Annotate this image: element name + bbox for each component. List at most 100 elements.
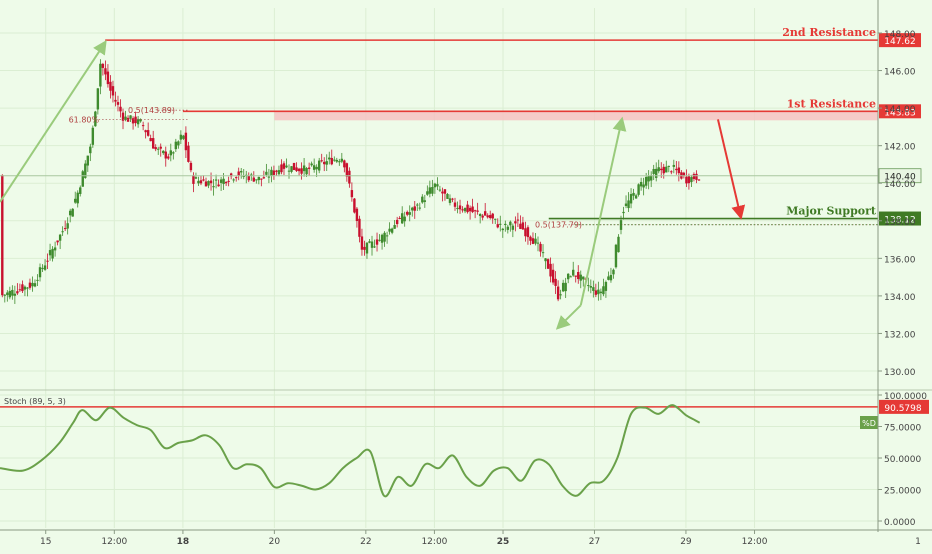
- candle-body-256: [644, 176, 648, 186]
- candle-body-49: [124, 116, 127, 120]
- candle-body-7: [18, 289, 22, 291]
- candle-body-19: [48, 250, 52, 256]
- candle-body-187: [471, 206, 474, 213]
- candle-body-162: [408, 212, 411, 215]
- candle-body-251: [632, 192, 635, 196]
- level-name-0: 2nd Resistance: [782, 26, 876, 39]
- candle-body-245: [617, 236, 620, 253]
- stoch-y-tick-label-3: 25.0000: [884, 487, 921, 497]
- candle-body-218: [549, 263, 552, 277]
- x-tick-label-0: 15: [40, 537, 51, 547]
- candle-body-18: [46, 260, 49, 262]
- candle-body-142: [358, 218, 361, 237]
- candle-body-265: [667, 165, 670, 167]
- x-tick-label-5: 12:00: [421, 537, 447, 547]
- candle-body-92: [232, 179, 235, 181]
- candle-body-263: [662, 166, 665, 174]
- candle-body-175: [441, 191, 444, 194]
- candle-body-14: [36, 279, 39, 281]
- candle-body-106: [267, 176, 271, 178]
- candle-body-5: [13, 293, 17, 296]
- candle-body-137: [345, 163, 349, 177]
- candle-body-169: [426, 191, 429, 195]
- candle-body-3: [8, 290, 12, 298]
- candle-body-177: [446, 194, 449, 199]
- candle-body-227: [572, 269, 575, 276]
- candle-body-39: [99, 63, 102, 87]
- candle-body-260: [655, 168, 658, 178]
- candle-body-257: [647, 176, 650, 182]
- grid-layer: [0, 8, 932, 528]
- candle-body-94: [237, 171, 240, 176]
- current-price-box: [878, 168, 922, 184]
- candle-body-173: [436, 184, 439, 187]
- candle-body-206: [519, 223, 522, 229]
- candle-body-124: [312, 165, 316, 170]
- candle-body-215: [541, 252, 545, 254]
- candle-body-165: [416, 204, 419, 206]
- candle-body-198: [499, 223, 502, 225]
- candle-body-127: [320, 160, 323, 162]
- candle-body-119: [300, 168, 303, 174]
- candle-body-33: [84, 163, 87, 178]
- candle-body-32: [81, 171, 84, 187]
- candle-body-86: [217, 184, 220, 187]
- candle-body-266: [670, 171, 673, 173]
- candle-body-192: [483, 211, 487, 216]
- candle-body-197: [496, 224, 499, 228]
- candle-body-249: [627, 200, 630, 209]
- candle-body-237: [597, 289, 600, 295]
- candle-body-163: [411, 207, 414, 211]
- candle-body-216: [544, 258, 547, 262]
- candle-body-275: [692, 174, 696, 179]
- candle-body-254: [639, 181, 643, 187]
- candle-body-88: [222, 178, 225, 185]
- arrow-1: [555, 304, 582, 330]
- candle-body-74: [187, 145, 190, 162]
- stoch-badge: %D: [862, 419, 876, 428]
- candle-body-95: [240, 171, 243, 173]
- candle-body-203: [511, 225, 515, 230]
- candle-body-8: [21, 284, 24, 292]
- candle-body-161: [406, 211, 409, 215]
- candle-body-12: [31, 282, 34, 287]
- candle-body-219: [551, 269, 555, 283]
- candle-body-274: [690, 177, 693, 183]
- candle-body-87: [219, 179, 223, 183]
- candle-body-40: [101, 63, 105, 68]
- candle-body-62: [157, 148, 160, 150]
- candle-body-26: [66, 223, 69, 229]
- candle-body-102: [257, 176, 261, 181]
- candle-body-253: [637, 184, 640, 195]
- candle-body-1: [3, 294, 7, 296]
- level-price-box-2: [879, 211, 921, 226]
- candle-body-234: [589, 286, 593, 288]
- candle-body-242: [609, 274, 613, 281]
- candle-body-4: [11, 289, 14, 296]
- candle-body-212: [534, 238, 537, 244]
- candle-body-193: [486, 215, 489, 218]
- x-tick-label-7: 27: [589, 537, 600, 547]
- stoch-y-tick-label-2: 50.0000: [884, 455, 921, 465]
- candle-body-91: [229, 173, 233, 177]
- candle-body-120: [302, 165, 306, 172]
- candle-body-139: [350, 190, 354, 198]
- candle-body-84: [212, 186, 215, 188]
- candle-body-271: [682, 172, 686, 176]
- candle-body-235: [592, 287, 595, 291]
- candle-body-24: [61, 231, 64, 233]
- candle-body-45: [114, 99, 117, 102]
- candle-body-52: [131, 118, 135, 124]
- candle-body-80: [202, 179, 205, 181]
- candle-body-65: [164, 151, 167, 159]
- candle-body-126: [317, 160, 321, 171]
- candle-body-93: [234, 177, 238, 179]
- candle-body-147: [370, 241, 374, 248]
- candle-body-185: [466, 204, 469, 213]
- stoch-y-tick-label-1: 75.0000: [884, 424, 921, 434]
- candle-body-204: [514, 221, 517, 224]
- candle-body-83: [209, 180, 213, 184]
- candle-body-188: [473, 210, 477, 212]
